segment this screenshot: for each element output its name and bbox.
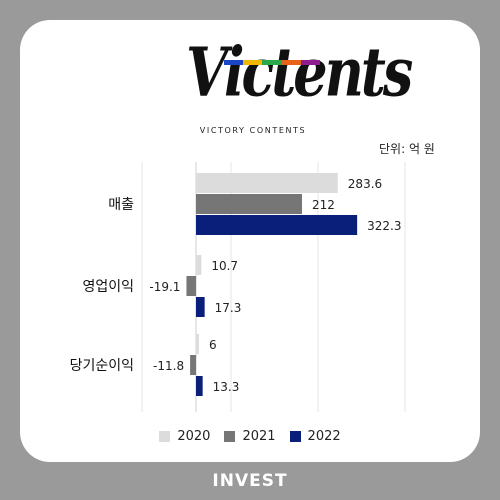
logo-subtitle: VICTORY CONTENTS (199, 126, 307, 135)
data-label: 6 (209, 338, 217, 352)
category-label: 당기순이익 (70, 358, 134, 374)
data-label: 283.6 (348, 177, 382, 191)
legend-label: 2022 (307, 429, 341, 444)
logo-wordmark: Victents (186, 31, 413, 112)
chart-card (20, 20, 480, 462)
chart-legend: 2020 2021 2022 (0, 429, 500, 444)
victents-logo: Victents VICTORY CONTENTS (180, 38, 413, 138)
legend-swatch (289, 431, 301, 442)
data-label: 13.3 (213, 380, 240, 394)
footer-brand: INVEST (212, 471, 288, 491)
category-label: 영업이익 (82, 279, 134, 295)
logo-color-bars (224, 60, 321, 65)
data-label: -19.1 (149, 280, 180, 294)
legend-swatch (224, 431, 236, 442)
legend-label: 2020 (177, 429, 211, 444)
bar-2020-0 (196, 173, 338, 193)
bar-2020-2 (196, 334, 199, 354)
bar-2020-1 (196, 255, 202, 275)
logo-bar-5 (300, 60, 321, 65)
legend-swatch (159, 431, 171, 442)
data-label: -11.8 (153, 359, 184, 373)
logo-bar-3 (262, 60, 282, 65)
category-label: 매출 (108, 197, 134, 213)
logo-bar-1 (224, 60, 244, 65)
data-label: 212 (312, 198, 335, 212)
data-label: 17.3 (215, 301, 242, 315)
legend-item-2021: 2021 (224, 429, 276, 444)
unit-label: 단위: 억 원 (379, 142, 435, 156)
bar-2022-1 (196, 297, 205, 317)
data-label: 10.7 (211, 259, 238, 273)
bar-2021-1 (186, 276, 196, 296)
logo-bar-2 (243, 60, 263, 65)
legend-label: 2021 (242, 429, 276, 444)
bar-2022-0 (196, 215, 358, 235)
logo-bar-4 (281, 60, 301, 65)
data-label: 322.3 (367, 219, 401, 233)
legend-item-2022: 2022 (289, 429, 341, 444)
bar-2021-0 (196, 194, 302, 214)
legend-item-2020: 2020 (159, 429, 210, 444)
bar-2022-2 (196, 376, 203, 396)
bar-2021-2 (190, 355, 196, 375)
